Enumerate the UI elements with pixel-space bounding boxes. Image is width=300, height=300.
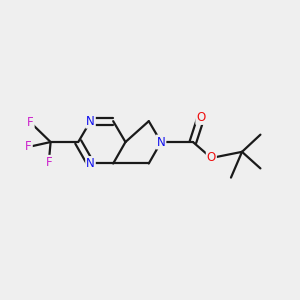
Text: N: N <box>86 115 95 128</box>
Text: F: F <box>25 140 32 153</box>
Text: O: O <box>207 152 216 164</box>
Text: N: N <box>157 136 165 148</box>
Text: F: F <box>27 116 34 129</box>
Text: O: O <box>196 111 206 124</box>
Text: N: N <box>86 157 95 170</box>
Text: F: F <box>46 156 52 169</box>
